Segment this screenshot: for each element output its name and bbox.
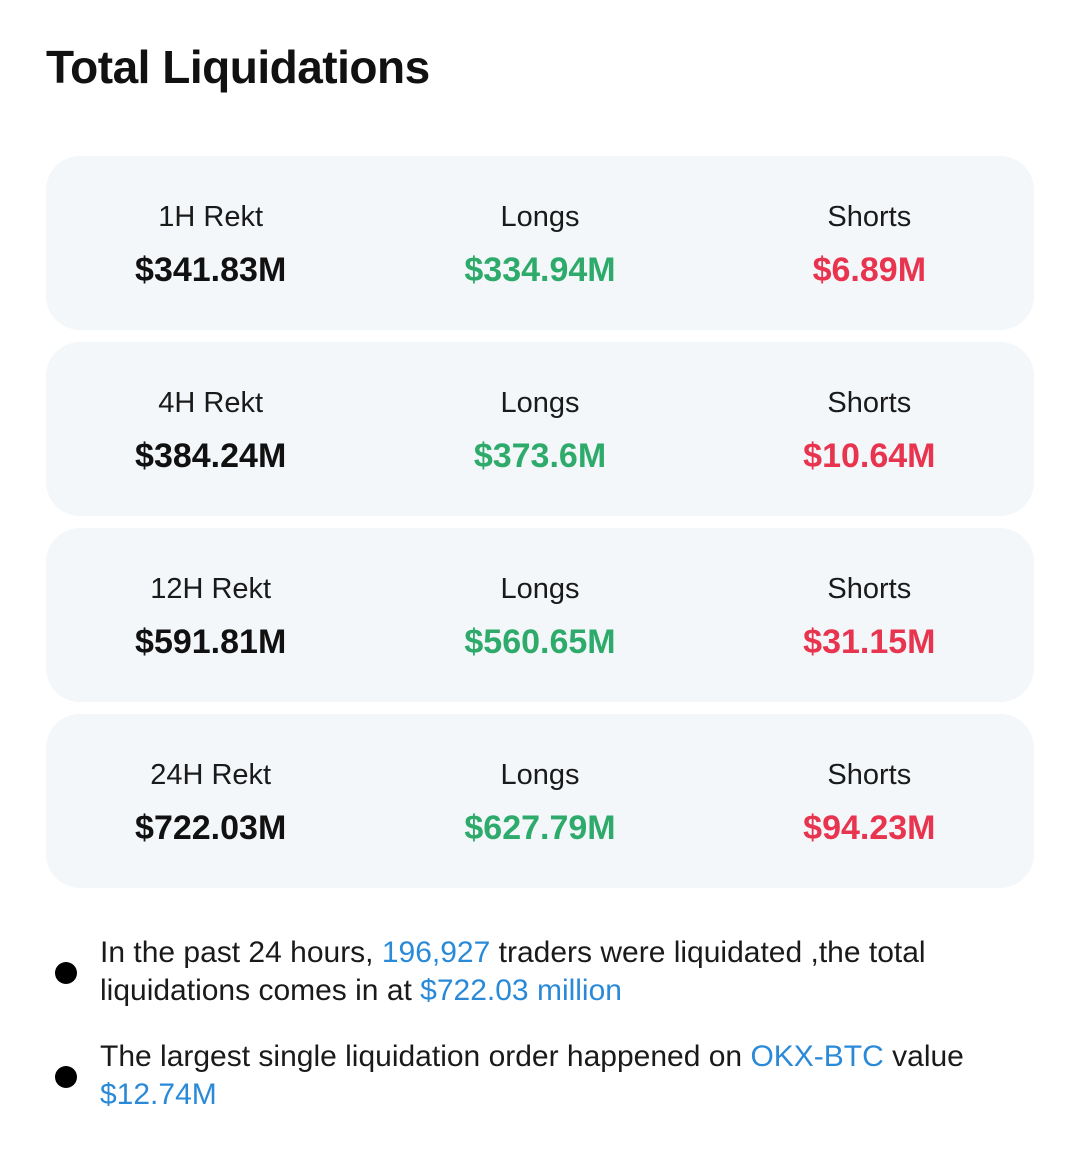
- liquidation-card-4h: 4H Rekt $384.24M Longs $373.6M Shorts $1…: [46, 342, 1034, 516]
- period-label: 12H Rekt: [150, 573, 272, 605]
- total-cell: 12H Rekt $591.81M: [46, 528, 375, 702]
- largest-amount-link[interactable]: $12.74M: [100, 1078, 217, 1111]
- shorts-label: Shorts: [827, 573, 912, 605]
- period-label: 1H Rekt: [158, 201, 264, 233]
- period-label: 24H Rekt: [150, 759, 272, 791]
- bullet-dot-icon: [55, 962, 77, 984]
- liquidation-card-12h: 12H Rekt $591.81M Longs $560.65M Shorts …: [46, 528, 1034, 702]
- shorts-label: Shorts: [827, 387, 912, 419]
- shorts-value: $10.64M: [803, 437, 936, 475]
- total-value: $591.81M: [135, 623, 287, 661]
- shorts-label: Shorts: [827, 759, 912, 791]
- longs-value: $627.79M: [464, 809, 616, 847]
- summary-text: value: [883, 1040, 964, 1073]
- page-title: Total Liquidations: [46, 41, 430, 93]
- shorts-value: $94.23M: [803, 809, 936, 847]
- longs-value: $334.94M: [464, 251, 616, 289]
- liquidation-card-24h: 24H Rekt $722.03M Longs $627.79M Shorts …: [46, 714, 1034, 888]
- total-amount-link[interactable]: $722.03 million: [420, 974, 622, 1007]
- shorts-cell: Shorts $94.23M: [705, 714, 1034, 888]
- summary-list: In the past 24 hours, 196,927 traders we…: [52, 934, 1032, 1142]
- longs-cell: Longs $560.65M: [375, 528, 704, 702]
- longs-label: Longs: [500, 201, 580, 233]
- longs-cell: Longs $334.94M: [375, 156, 704, 330]
- shorts-label: Shorts: [827, 201, 912, 233]
- total-cell: 4H Rekt $384.24M: [46, 342, 375, 516]
- liquidation-cards: 1H Rekt $341.83M Longs $334.94M Shorts $…: [46, 156, 1034, 900]
- longs-cell: Longs $627.79M: [375, 714, 704, 888]
- total-cell: 24H Rekt $722.03M: [46, 714, 375, 888]
- shorts-value: $6.89M: [812, 251, 927, 289]
- total-value: $341.83M: [135, 251, 287, 289]
- shorts-cell: Shorts $31.15M: [705, 528, 1034, 702]
- liquidation-card-1h: 1H Rekt $341.83M Longs $334.94M Shorts $…: [46, 156, 1034, 330]
- total-value: $722.03M: [135, 809, 287, 847]
- longs-value: $373.6M: [473, 437, 607, 475]
- longs-label: Longs: [500, 759, 580, 791]
- summary-text: In the past 24 hours,: [100, 936, 382, 969]
- pair-link[interactable]: OKX-BTC: [750, 1040, 884, 1073]
- longs-value: $560.65M: [464, 623, 616, 661]
- bullet-dot-icon: [55, 1066, 77, 1088]
- traders-count-link[interactable]: 196,927: [381, 936, 491, 969]
- period-label: 4H Rekt: [158, 387, 264, 419]
- longs-label: Longs: [500, 387, 580, 419]
- shorts-value: $31.15M: [803, 623, 936, 661]
- longs-label: Longs: [500, 573, 580, 605]
- summary-item-traders: In the past 24 hours, 196,927 traders we…: [52, 934, 1032, 1010]
- total-value: $384.24M: [135, 437, 287, 475]
- shorts-cell: Shorts $10.64M: [705, 342, 1034, 516]
- summary-item-largest-order: The largest single liquidation order hap…: [52, 1038, 1032, 1114]
- longs-cell: Longs $373.6M: [375, 342, 704, 516]
- total-cell: 1H Rekt $341.83M: [46, 156, 375, 330]
- summary-text: The largest single liquidation order hap…: [100, 1040, 751, 1073]
- summary-text: traders were liquidated ,the total liqui…: [100, 936, 926, 1007]
- shorts-cell: Shorts $6.89M: [705, 156, 1034, 330]
